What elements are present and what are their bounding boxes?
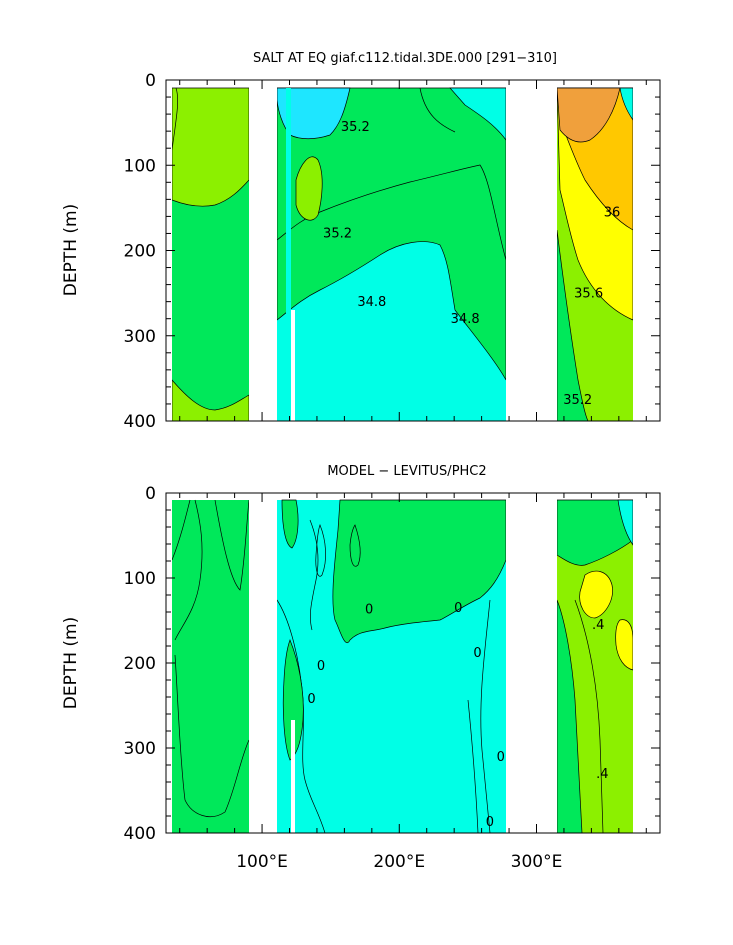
field-east-mid <box>556 229 589 421</box>
difference-panel: MODEL − LEVITUS/PHC2 <box>61 464 661 872</box>
diff-west-contour <box>171 499 250 817</box>
y-tick-label: 300 <box>124 739 156 759</box>
axis-ticks: 0 100 200 300 400 100°E 200°E 300°E <box>124 484 660 872</box>
contour-label: 0 <box>486 815 494 830</box>
diff-central-contour-c <box>467 599 491 833</box>
diff-central-zero <box>332 499 507 643</box>
field-sliver-b <box>286 88 291 421</box>
diff-east-zero <box>556 499 634 566</box>
field-west-high <box>171 87 250 207</box>
land-gap <box>249 493 277 833</box>
diff-central-blob <box>281 499 299 549</box>
contour-label: 34.8 <box>451 312 480 327</box>
diff-east-zero-deep <box>556 599 583 833</box>
field-sliver-c <box>291 310 295 421</box>
contour-label: 0 <box>497 750 505 765</box>
contour-label: 36 <box>604 205 621 220</box>
contour-label: 34.8 <box>357 295 386 310</box>
field-west-deep <box>171 379 250 421</box>
panel-title: SALT AT EQ giaf.c112.tidal.3DE.000 [291−… <box>253 51 557 66</box>
contour-label: 0 <box>365 603 373 618</box>
y-tick-label: 400 <box>124 824 156 844</box>
contour-label: 0 <box>473 646 481 661</box>
y-axis-label: DEPTH (m) <box>61 204 81 296</box>
x-tick-label: 100°E <box>236 852 288 872</box>
contour-labels: 0 0 0 0 0 0 0 .4 .4 <box>307 601 608 830</box>
contour-label: 0 <box>454 601 462 616</box>
field-central-mid <box>276 87 507 381</box>
diff-east-strong-b <box>615 619 634 671</box>
difference-fields <box>171 499 634 833</box>
land-gap <box>506 80 557 421</box>
contour-label: 0 <box>307 692 315 707</box>
diff-central-contour-b <box>315 524 361 577</box>
land-gap <box>506 493 557 833</box>
contour-label: .4 <box>592 618 604 633</box>
field-central-east-surface <box>449 87 507 142</box>
diff-central-contour-a <box>276 519 326 833</box>
x-tick-label: 200°E <box>373 852 425 872</box>
y-tick-label: 0 <box>145 71 156 91</box>
diff-east-strong-a <box>579 570 613 619</box>
field-central-cap <box>419 87 456 133</box>
contour-label: 35.6 <box>574 286 603 301</box>
y-tick-label: 200 <box>124 242 156 262</box>
land-gap <box>249 80 277 421</box>
diff-sliver <box>291 720 295 833</box>
land-gaps <box>166 80 660 421</box>
panel-title: MODEL − LEVITUS/PHC2 <box>327 464 486 479</box>
contour-labels: 35.2 35.2 34.8 34.8 36 35.6 35.2 <box>323 120 620 408</box>
diff-central-lower-zero <box>282 639 304 761</box>
y-axis-label: DEPTH (m) <box>61 617 81 709</box>
diff-west <box>172 500 249 833</box>
field-west-surface <box>171 87 178 151</box>
y-tick-label: 100 <box>124 156 156 176</box>
contour-label: 35.2 <box>323 227 352 242</box>
y-tick-label: 200 <box>124 654 156 674</box>
x-tick-label: 300°E <box>511 852 563 872</box>
contour-label: 0 <box>317 659 325 674</box>
y-tick-label: 100 <box>124 569 156 589</box>
contour-label: 35.2 <box>563 393 592 408</box>
salinity-fields <box>171 87 634 421</box>
contour-label: 35.2 <box>341 120 370 135</box>
salinity-panel: SALT AT EQ giaf.c112.tidal.3DE.000 [291−… <box>61 51 661 432</box>
field-east-highest <box>556 87 621 143</box>
contour-label: .4 <box>596 767 608 782</box>
y-tick-label: 0 <box>145 484 156 504</box>
land-gaps <box>166 493 660 833</box>
field-central-high <box>295 156 323 221</box>
diff-east-contour <box>574 599 604 833</box>
axis-ticks: 0 100 200 300 400 <box>124 71 660 432</box>
y-tick-label: 300 <box>124 327 156 347</box>
y-tick-label: 400 <box>124 412 156 432</box>
field-central-surface <box>276 87 351 140</box>
